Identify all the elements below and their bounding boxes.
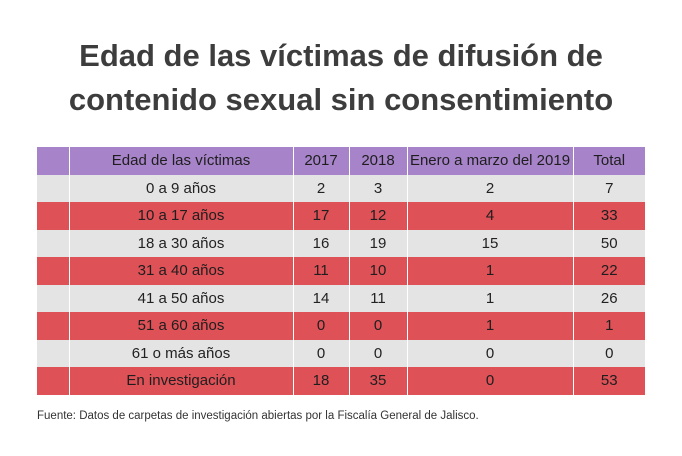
value-2019-cell: 0 xyxy=(407,367,574,395)
value-2018-cell: 11 xyxy=(349,284,408,312)
value-2018-cell: 12 xyxy=(349,202,408,230)
value-2019-cell: 0 xyxy=(407,339,574,367)
age-cell: 0 a 9 años xyxy=(69,174,294,202)
value-2018-cell: 3 xyxy=(349,174,408,202)
age-cell: 31 a 40 años xyxy=(69,257,294,285)
age-cell: 41 a 50 años xyxy=(69,284,294,312)
value-2019-cell: 1 xyxy=(407,257,574,285)
total-cell: 22 xyxy=(573,257,645,285)
value-2017-cell: 11 xyxy=(293,257,350,285)
age-cell: 18 a 30 años xyxy=(69,229,294,257)
value-2017-cell: 2 xyxy=(293,174,350,202)
total-cell: 50 xyxy=(573,229,645,257)
value-2019-cell: 1 xyxy=(407,312,574,340)
total-cell: 53 xyxy=(573,367,645,395)
total-cell: 0 xyxy=(573,339,645,367)
value-2019-cell: 4 xyxy=(407,202,574,230)
data-table: Edad de las víctimas 2017 2018 Enero a m… xyxy=(37,147,645,395)
table-row: 10 a 17 años 17 12 4 33 xyxy=(37,202,645,230)
header-total-cell: Total xyxy=(573,147,645,175)
age-cell: 51 a 60 años xyxy=(69,312,294,340)
value-2018-cell: 35 xyxy=(349,367,408,395)
table-row: 0 a 9 años 2 3 2 7 xyxy=(37,174,645,202)
table-row: 51 a 60 años 0 0 1 1 xyxy=(37,312,645,340)
table-row: 41 a 50 años 14 11 1 26 xyxy=(37,284,645,312)
table-row: 18 a 30 años 16 19 15 50 xyxy=(37,229,645,257)
header-2019-cell: Enero a marzo del 2019 xyxy=(407,147,574,175)
value-2019-cell: 2 xyxy=(407,174,574,202)
value-2017-cell: 14 xyxy=(293,284,350,312)
value-2018-cell: 0 xyxy=(349,339,408,367)
row-spacer-cell xyxy=(37,284,70,312)
chart-title-line-2: contenido sexual sin consentimiento xyxy=(68,82,614,117)
value-2018-cell: 19 xyxy=(349,229,408,257)
value-2017-cell: 0 xyxy=(293,339,350,367)
header-2018-cell: 2018 xyxy=(349,147,408,175)
age-cell: En investigación xyxy=(69,367,294,395)
total-cell: 7 xyxy=(573,174,645,202)
header-spacer-cell xyxy=(37,147,70,175)
table-row: En investigación 18 35 0 53 xyxy=(37,367,645,395)
age-cell: 61 o más años xyxy=(69,339,294,367)
header-2017-cell: 2017 xyxy=(293,147,350,175)
total-cell: 26 xyxy=(573,284,645,312)
value-2017-cell: 18 xyxy=(293,367,350,395)
value-2018-cell: 0 xyxy=(349,312,408,340)
table-header-row: Edad de las víctimas 2017 2018 Enero a m… xyxy=(37,147,645,175)
chart-title: Edad de las víctimas de difusión de cont… xyxy=(0,34,682,122)
table-row: 31 a 40 años 11 10 1 22 xyxy=(37,257,645,285)
source-note: Fuente: Datos de carpetas de investigaci… xyxy=(37,410,479,422)
value-2017-cell: 17 xyxy=(293,202,350,230)
table-body: 0 a 9 años 2 3 2 7 10 a 17 años 17 12 4 33 18 a 30… xyxy=(37,174,645,395)
header-age-cell: Edad de las víctimas xyxy=(69,147,294,175)
chart-title-line-1: Edad de las víctimas de difusión de xyxy=(79,38,603,73)
value-2019-cell: 1 xyxy=(407,284,574,312)
row-spacer-cell xyxy=(37,229,70,257)
value-2018-cell: 10 xyxy=(349,257,408,285)
total-cell: 33 xyxy=(573,202,645,230)
row-spacer-cell xyxy=(37,202,70,230)
row-spacer-cell xyxy=(37,312,70,340)
row-spacer-cell xyxy=(37,367,70,395)
row-spacer-cell xyxy=(37,174,70,202)
total-cell: 1 xyxy=(573,312,645,340)
table-row: 61 o más años 0 0 0 0 xyxy=(37,339,645,367)
value-2017-cell: 16 xyxy=(293,229,350,257)
value-2017-cell: 0 xyxy=(293,312,350,340)
value-2019-cell: 15 xyxy=(407,229,574,257)
row-spacer-cell xyxy=(37,257,70,285)
age-cell: 10 a 17 años xyxy=(69,202,294,230)
row-spacer-cell xyxy=(37,339,70,367)
